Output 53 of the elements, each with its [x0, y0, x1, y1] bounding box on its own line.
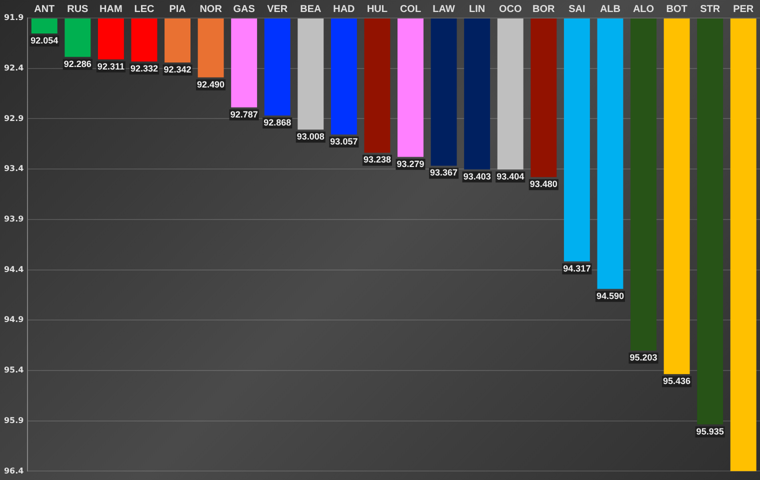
x-tick-label: LIN — [469, 4, 486, 15]
x-tick-label: COL — [400, 4, 422, 15]
y-tick-label: 92.4 — [4, 63, 24, 72]
x-tick-label: VER — [267, 4, 288, 15]
x-tick-label: HUL — [366, 4, 388, 15]
data-label: 95.203 — [630, 352, 658, 363]
data-label: 92.787 — [230, 109, 258, 120]
data-label: 95.436 — [663, 376, 691, 386]
data-label: 94.317 — [563, 263, 591, 274]
x-tick-label: BOR — [532, 4, 556, 15]
y-tick-label: 91.9 — [4, 13, 24, 22]
x-tick-label: PIA — [169, 4, 186, 15]
data-label: 92.332 — [130, 63, 158, 74]
x-tick-label: RUS — [67, 4, 89, 15]
data-label: 95.935 — [696, 426, 724, 436]
x-tick-label: ALB — [600, 4, 620, 15]
y-tick-label: 92.9 — [4, 114, 24, 123]
x-tick-label: HAM — [100, 4, 122, 15]
y-tick-label: 94.9 — [4, 315, 24, 324]
x-tick-label: ALO — [632, 4, 654, 15]
x-tick-label: GAS — [233, 4, 256, 15]
x-tick-label: ANT — [34, 4, 55, 15]
x-tick-label: PER — [733, 4, 754, 15]
x-tick-label: SAI — [568, 4, 586, 15]
x-tick-label: LAW — [432, 4, 456, 15]
data-label: 93.403 — [463, 171, 491, 182]
x-tick-label: LEC — [134, 4, 154, 15]
y-tick-label: 95.9 — [4, 416, 24, 425]
data-label: 92.311 — [97, 61, 124, 72]
data-label: 93.404 — [496, 171, 524, 182]
data-label: 93.367 — [430, 168, 458, 178]
data-label: 93.238 — [363, 154, 391, 165]
x-tick-label: OCO — [498, 4, 522, 15]
y-tick-label: 96.4 — [4, 466, 24, 476]
data-label: 92.342 — [164, 64, 192, 74]
y-tick-label: 95.4 — [4, 366, 24, 375]
data-label: 93.480 — [530, 179, 558, 190]
x-tick-label: BOT — [666, 4, 688, 15]
y-tick-label: 93.9 — [4, 214, 24, 224]
x-tick-label: NOR — [200, 4, 223, 15]
data-label: 92.286 — [64, 58, 92, 69]
y-tick-label: 93.4 — [4, 164, 24, 174]
data-label: 93.008 — [296, 132, 324, 142]
data-label: 93.279 — [396, 158, 424, 169]
data-label: 92.054 — [30, 35, 58, 46]
x-tick-label: STR — [700, 4, 721, 15]
data-label: 92.490 — [197, 79, 225, 90]
y-tick-label: 94.4 — [4, 264, 24, 274]
data-label: 92.868 — [264, 117, 292, 128]
x-tick-label: BEA — [300, 4, 322, 15]
x-tick-label: HAD — [333, 4, 355, 15]
data-label: 94.590 — [596, 290, 624, 301]
data-label: 93.057 — [330, 136, 358, 147]
